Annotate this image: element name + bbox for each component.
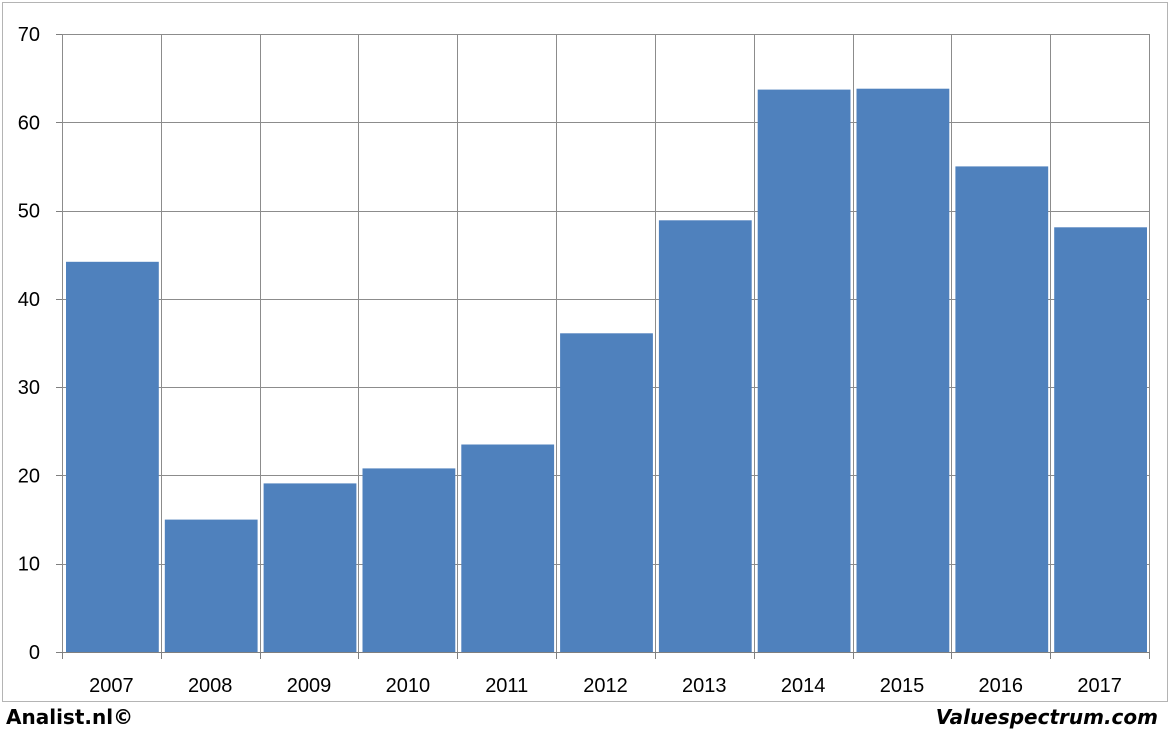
axes bbox=[56, 34, 1150, 659]
x-tick-labels: 2007 2008 2009 2010 2011 2012 2013 2014 2015 2016… bbox=[89, 675, 1122, 697]
bars bbox=[66, 88, 1147, 653]
y-tick-label: 20 bbox=[18, 465, 40, 487]
bar-2010 bbox=[362, 468, 456, 652]
x-tick-label: 2016 bbox=[979, 675, 1024, 697]
source-credit-right: Valuespectrum.com bbox=[935, 705, 1158, 729]
x-tick-label: 2009 bbox=[287, 675, 332, 697]
x-tick-label: 2013 bbox=[682, 675, 727, 697]
x-tick-label: 2017 bbox=[1077, 675, 1122, 697]
bar-2014 bbox=[757, 89, 851, 653]
bar-2007 bbox=[66, 261, 159, 652]
bar-2009 bbox=[263, 483, 357, 652]
bar-2008 bbox=[164, 519, 258, 652]
y-tick-label: 0 bbox=[29, 642, 40, 664]
y-tick-label: 40 bbox=[18, 289, 40, 311]
bar-2017 bbox=[1054, 227, 1147, 653]
x-tick-label: 2008 bbox=[188, 675, 233, 697]
bar-2013 bbox=[658, 220, 752, 653]
bar-2011 bbox=[461, 444, 555, 652]
y-tick-label: 10 bbox=[18, 554, 40, 576]
y-tick-label: 70 bbox=[18, 24, 40, 46]
x-tick-label: 2007 bbox=[89, 675, 134, 697]
x-tick-label: 2011 bbox=[485, 675, 528, 697]
y-tick-label: 50 bbox=[18, 201, 40, 223]
y-tick-label: 30 bbox=[18, 377, 40, 399]
x-tick-label: 2012 bbox=[583, 675, 628, 697]
source-credit-left: Analist.nl© bbox=[6, 705, 134, 729]
bar-2015 bbox=[856, 88, 950, 652]
x-tick-label: 2014 bbox=[781, 675, 826, 697]
bar-2016 bbox=[955, 166, 1049, 652]
x-tick-label: 2010 bbox=[386, 675, 431, 697]
bar-2012 bbox=[560, 333, 653, 652]
x-tick-label: 2015 bbox=[880, 675, 925, 697]
y-tick-label: 60 bbox=[18, 112, 40, 134]
y-tick-labels: 0 10 20 30 40 50 60 70 bbox=[18, 24, 40, 664]
